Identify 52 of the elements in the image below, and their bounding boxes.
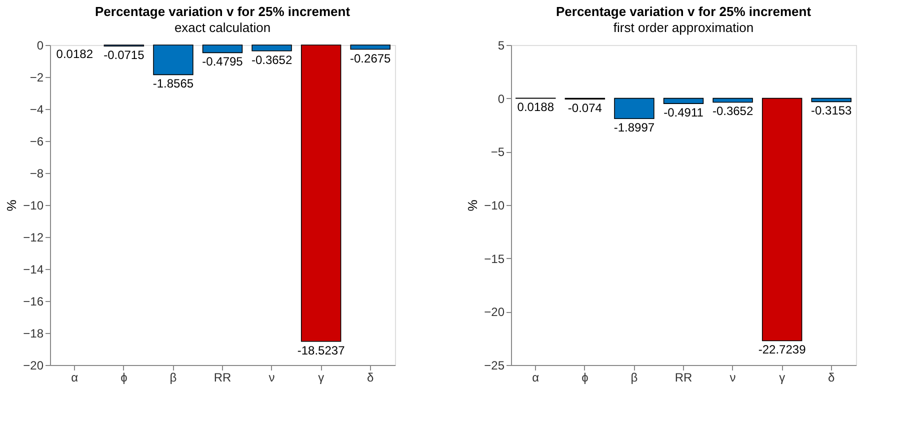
x-tick-label: ν [730, 370, 736, 384]
y-tick-label: −10 [484, 198, 505, 212]
y-tick-label: −20 [23, 358, 44, 372]
chart-title: Percentage variation v for 25% increment [94, 4, 351, 19]
y-tick-label: −18 [23, 326, 44, 340]
y-tick-label: −5 [490, 145, 505, 160]
data-label: -0.074 [568, 101, 602, 116]
x-tick-label: γ [779, 370, 786, 384]
y-tick-label: −4 [30, 102, 44, 116]
y-tick-label: −2 [30, 70, 44, 84]
data-label: -0.3652 [712, 104, 754, 118]
y-tick-label: −10 [23, 198, 44, 212]
y-tick-label: −25 [484, 358, 505, 372]
x-tick-label: α [71, 370, 78, 384]
x-tick-label: ν [268, 370, 275, 384]
data-label: -0.2675 [350, 51, 392, 66]
data-label: -0.0715 [104, 48, 145, 62]
x-tick-label: β [170, 370, 177, 384]
data-label: -0.3153 [811, 104, 852, 118]
y-axis-title: % [4, 199, 20, 212]
y-tick-label: −12 [23, 230, 44, 244]
data-label: -0.3652 [251, 52, 292, 67]
data-label: -18.5237 [297, 343, 346, 358]
y-tick-label: 0 [36, 38, 44, 52]
y-tick-label: 0 [498, 92, 505, 106]
y-tick-label: −6 [30, 134, 44, 148]
data-label: -1.8997 [614, 120, 655, 135]
text: 0.0182 [56, 47, 93, 61]
y-tick-label: −14 [23, 262, 44, 276]
x-tick-label: δ [367, 370, 374, 384]
y-tick-label: −20 [484, 305, 505, 320]
y-axis-title: % [465, 199, 480, 212]
y-tick-label: −15 [484, 252, 505, 266]
x-tick-label: RR [214, 370, 232, 384]
x-tick-label: α [532, 370, 540, 384]
x-tick-label: γ [318, 370, 324, 384]
y-tick-label: −8 [30, 166, 44, 180]
x-tick-label: ϕ [120, 370, 128, 384]
y-tick-label: −16 [23, 294, 44, 308]
y-tick-label: 5 [498, 38, 505, 52]
chart-title: Percentage variation v for 25% increment [556, 4, 812, 19]
x-tick-label: δ [828, 370, 836, 384]
data-label: -22.7239 [758, 342, 806, 357]
chart-subtitle: exact calculation [174, 20, 271, 35]
chart-subtitle: first order approximation [613, 20, 754, 35]
x-tick-label: β [630, 370, 638, 384]
data-label: -0.4911 [664, 106, 704, 120]
x-tick-label: RR [674, 370, 692, 384]
data-label: -0.4795 [202, 54, 244, 69]
data-label: 0.0188 [517, 100, 554, 114]
x-tick-label: ϕ [582, 370, 589, 384]
data-label: -1.8565 [152, 76, 194, 91]
